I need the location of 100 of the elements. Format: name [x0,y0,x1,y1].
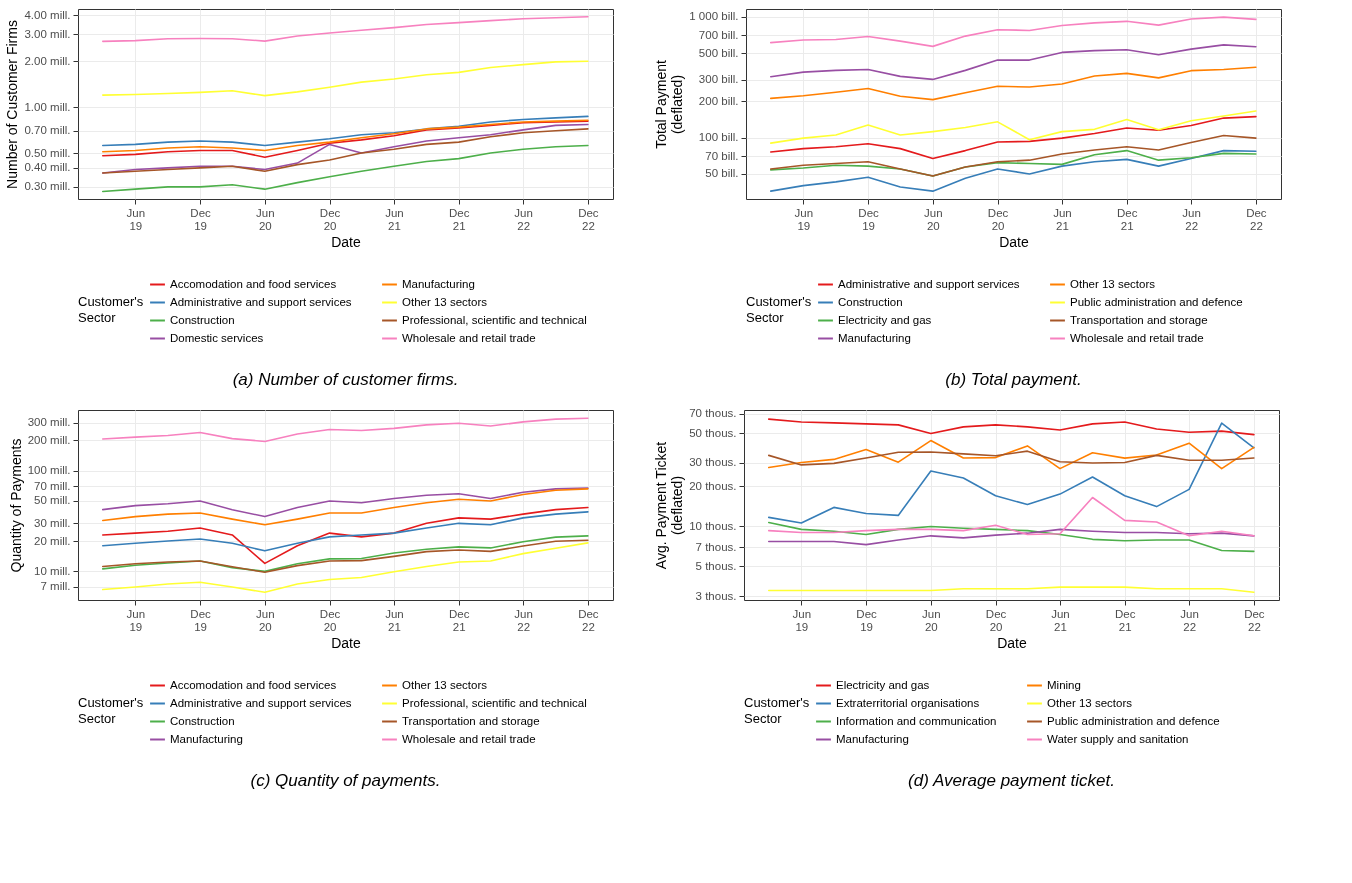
legend-label: Administrative and support services [838,277,1020,290]
legend-label: Water supply and sanitation [1047,732,1189,745]
line-series [769,149,1257,192]
y-tick-label: 1 000 bill. [689,10,739,23]
y-tick-label: 200 bill. [698,94,739,107]
x-tick-label: Dec 22 [578,607,599,633]
x-tick-label: Jun 20 [256,206,275,232]
y-tick-label: 0.40 mill. [24,161,71,174]
x-tick-label: Jun 22 [1182,206,1201,232]
y-tick-label: 30 thous. [689,456,737,469]
y-tick-label: 20 mill. [34,534,71,547]
legend-label: Transportation and storage [1070,313,1208,326]
y-tick-label: 50 thous. [689,426,737,439]
line-series [769,115,1257,160]
legend-label: Administrative and support services [170,295,352,308]
legend-label: Administrative and support services [170,696,352,709]
text: (c) Quantity of payments. [250,771,441,790]
y-tick-label: 100 bill. [698,131,739,144]
line-series [101,60,589,97]
y-tick-label: 10 thous. [689,519,737,532]
line-series [101,542,589,594]
y-tick-label: 50 bill. [705,167,739,180]
line-series [769,44,1257,81]
x-axis-title: Date [331,234,361,250]
x-tick-label: Jun 22 [514,607,533,633]
legend-label: Extraterritorial organisations [836,696,980,709]
legend-label: Electricity and gas [836,678,930,691]
line-series [101,488,589,526]
y-tick-label: 100 mill. [27,464,71,477]
legend-title: Customer's Sector [744,695,810,726]
x-axis-title: Date [997,635,1027,651]
legend-label: Manufacturing [402,277,475,290]
y-tick-label: 500 bill. [698,46,739,59]
y-tick-label: 200 mill. [27,433,71,446]
line-series [767,418,1255,436]
x-tick-label: Dec 19 [856,607,878,633]
text: (d) Average payment ticket. [908,771,1115,790]
legend-label: Construction [170,313,235,326]
legend-label: Wholesale and retail trade [402,331,536,344]
y-axis-title: Total Payment (deflated) [653,60,686,149]
y-tick-label: 10 mill. [34,564,71,577]
x-tick-label: Jun 22 [1180,607,1199,633]
x-tick-label: Dec 22 [578,206,599,232]
x-tick-label: Jun 19 [126,206,146,232]
x-tick-label: Jun 20 [256,607,275,633]
legend-label: Manufacturing [838,331,911,344]
legend-label: Wholesale and retail trade [1070,331,1204,344]
y-tick-label: 700 bill. [698,28,739,41]
x-tick-label: Dec 20 [987,206,1009,232]
x-tick-label: Dec 21 [449,607,470,633]
y-tick-label: 0.30 mill. [24,180,71,193]
x-tick-label: Dec 19 [190,206,212,232]
line-series [101,144,589,193]
y-tick-label: 0.50 mill. [24,146,71,159]
legend-label: Other 13 sectors [402,295,488,308]
legend-label: Wholesale and retail trade [402,732,536,745]
x-tick-label: Jun 19 [126,607,146,633]
x-tick-label: Dec 22 [1244,607,1265,633]
legend-label: Manufacturing [170,732,243,745]
y-axis-title: Avg. Payment Ticket (deflated) [653,441,686,570]
x-tick-label: Dec 22 [1246,206,1267,232]
x-tick-label: Jun 22 [514,206,533,232]
y-tick-label: 7 thous. [695,540,737,553]
x-tick-label: Dec 19 [190,607,212,633]
legend-label: Public administration and defence [1047,714,1220,727]
line-series [769,66,1257,101]
x-tick-label: Jun 20 [922,607,941,633]
y-tick-label: 7 mill. [40,580,71,593]
x-tick-label: Jun 21 [1051,607,1070,633]
y-axis-title: Number of Customer Firms [4,20,21,189]
legend-label: Accomodation and food services [170,678,337,691]
legend-title: Customer's Sector [78,294,144,325]
line-series [767,439,1255,470]
line-series [769,134,1257,177]
line-series [767,422,1255,524]
legend-title: Customer's Sector [746,294,812,325]
legend-label: Professional, scientific and technical [402,696,587,709]
legend-label: Other 13 sectors [1047,696,1133,709]
y-tick-label: 70 mill. [34,479,71,492]
legend-label: Electricity and gas [838,313,932,326]
line-series [101,115,589,147]
x-axis-title: Date [331,635,361,651]
legend-label: Manufacturing [836,732,909,745]
legend-label: Public administration and defence [1070,295,1243,308]
x-tick-label: Jun 21 [385,607,404,633]
legend-label: Transportation and storage [402,714,540,727]
x-tick-label: Jun 20 [924,206,943,232]
y-tick-label: 1.00 mill. [24,100,71,113]
y-tick-label: 0.70 mill. [24,124,71,137]
line-series [101,417,589,443]
x-tick-label: Jun 21 [385,206,404,232]
line-series [769,16,1257,48]
x-axis-title: Date [999,234,1029,250]
x-tick-label: Dec 20 [985,607,1007,633]
x-tick-label: Jun 19 [794,206,814,232]
legend-label: Accomodation and food services [170,277,337,290]
text: (a) Number of customer firms. [232,370,459,389]
y-tick-label: 5 thous. [695,559,737,572]
legend-label: Professional, scientific and technical [402,313,587,326]
y-tick-label: 70 thous. [689,407,737,420]
